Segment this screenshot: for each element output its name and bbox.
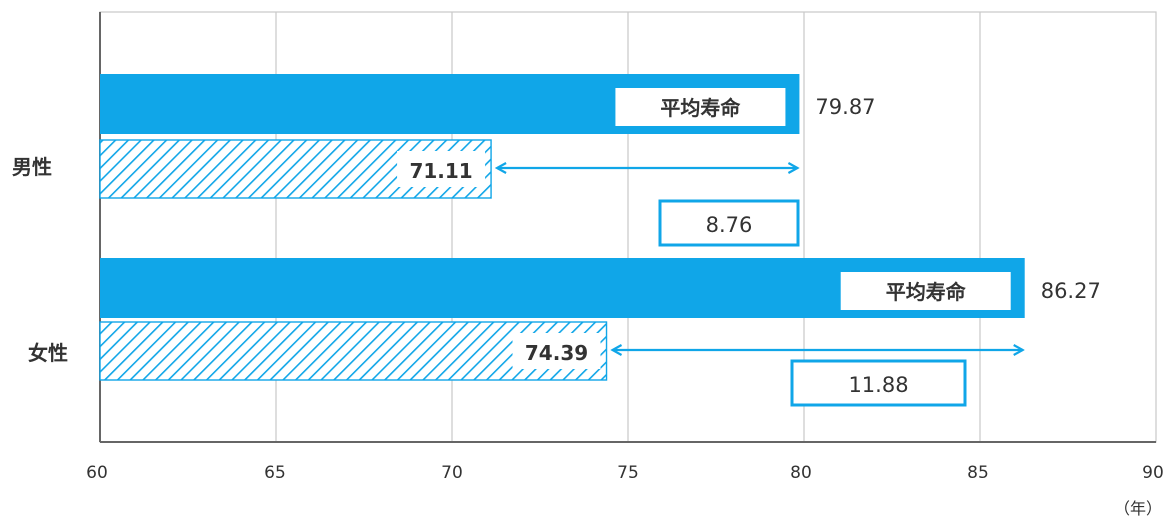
category-label-female: 女性 [28,341,68,365]
value-label-healthy-life-male: 71.11 [409,159,472,183]
x-axis-unit-label: （年） [1114,499,1162,518]
value-label-healthy-life-female: 74.39 [525,341,588,365]
bar-box-female [840,272,1011,310]
x-tick-label-70: 70 [441,463,463,483]
bar-box-label-female: 平均寿命 [886,280,967,304]
bar-box-male [615,88,786,126]
x-tick-label-80: 80 [790,463,812,483]
value-label-life-expectancy-male: 79.87 [815,95,875,119]
difference-label-male: 8.76 [706,213,753,237]
x-tick-label-90: 90 [1142,463,1164,483]
value-label-life-expectancy-female: 86.27 [1041,279,1101,303]
x-tick-label-75: 75 [617,463,639,483]
bar-box-label-male: 平均寿命 [660,96,741,120]
category-label-male: 男性 [12,155,52,179]
difference-box-male [658,199,800,247]
x-tick-label-60: 60 [86,463,108,483]
x-tick-label-65: 65 [264,463,286,483]
value-box-healthy-female [512,333,601,369]
x-tick-label-85: 85 [967,463,989,483]
value-box-healthy-male [397,151,486,187]
annotation-layer: 平均寿命 79.87 71.11 8.76 平均寿命 86.27 74.39 11.88 [397,88,1101,407]
difference-label-female: 11.88 [848,373,908,397]
difference-box-female [790,359,967,407]
